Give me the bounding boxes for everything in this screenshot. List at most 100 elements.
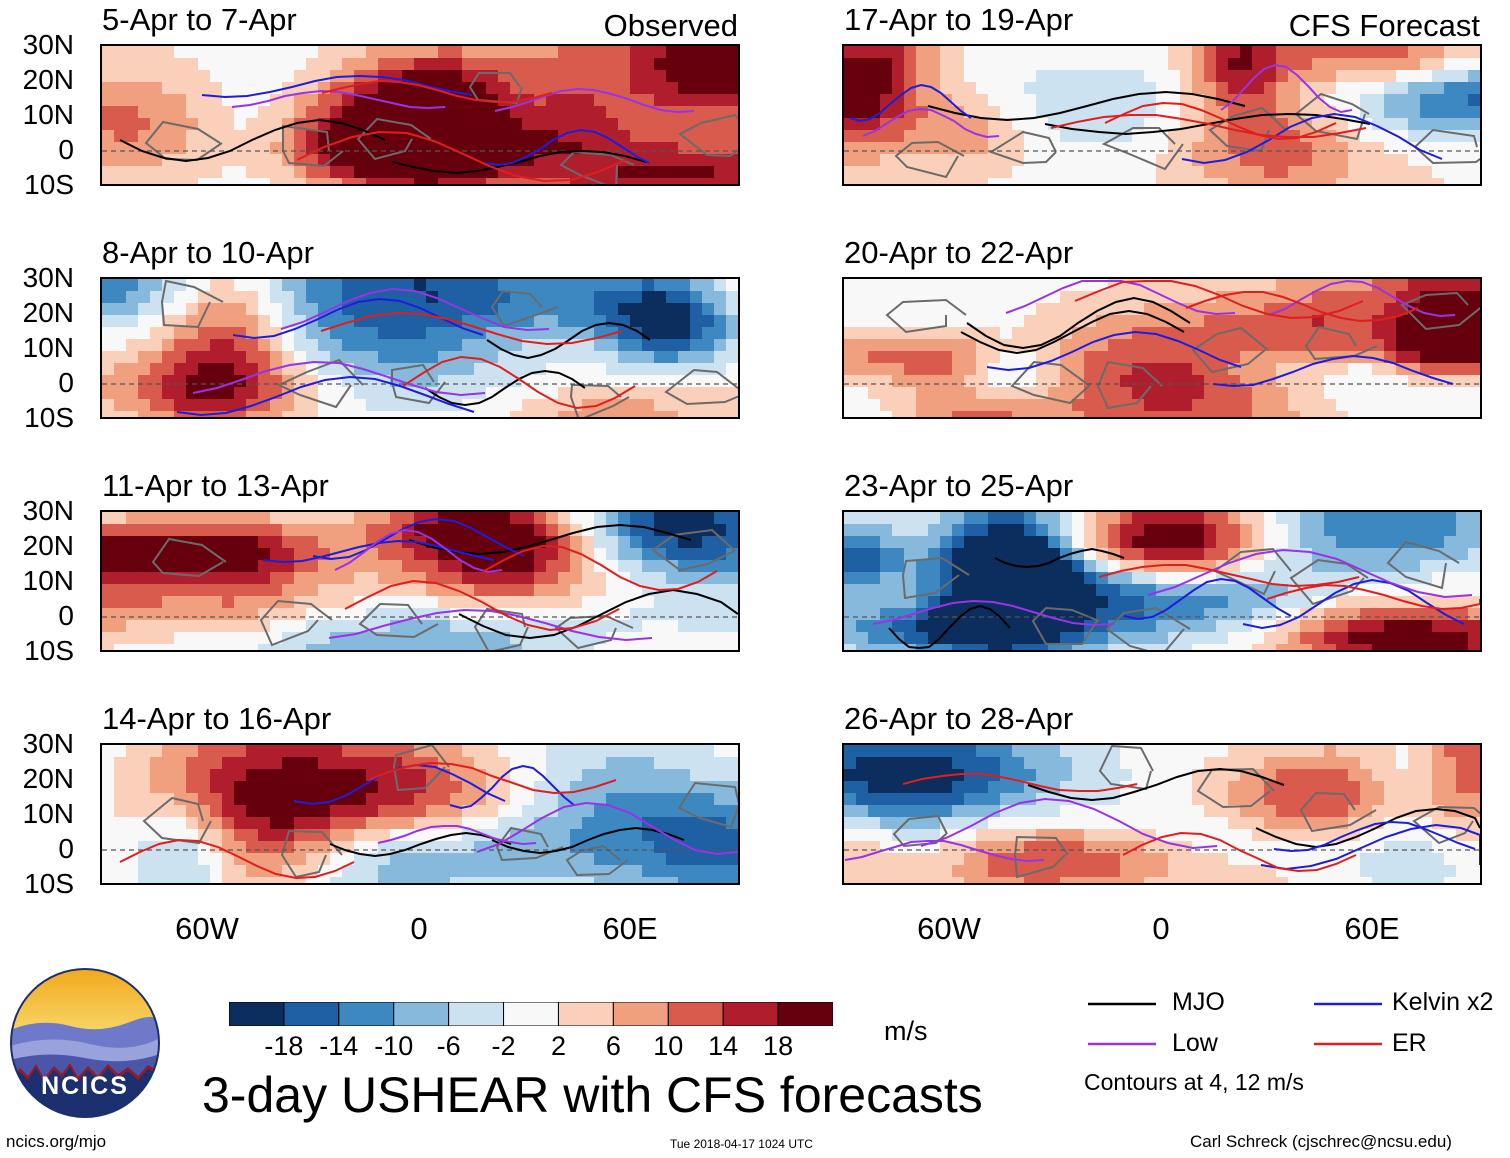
lat-label-row4-3: 0 [58, 833, 74, 864]
contour-kelvin-x2-0 [176, 375, 475, 417]
coastline-3 [468, 72, 523, 105]
coastline-3 [1191, 326, 1269, 374]
contour-er-1 [344, 579, 620, 632]
contour-kelvin-x2-0 [849, 83, 972, 123]
contour-er-1 [1074, 280, 1364, 320]
contour-low-0 [1220, 63, 1353, 114]
contour-low-0 [280, 287, 550, 332]
contour-kelvin-x2-1 [1181, 112, 1443, 165]
coastline-1 [1031, 606, 1100, 645]
coastline-2 [1096, 360, 1163, 410]
colorbar-swatch-5 [503, 1001, 559, 1027]
legend-label-low: Low [1172, 1029, 1218, 1057]
coastline-3 [495, 826, 564, 862]
lat-label-row1-2: 10N [22, 99, 74, 130]
lat-label-row2-0: 30N [22, 262, 74, 293]
contour-kelvin-x2-1 [1273, 820, 1476, 853]
lon-label-60w-right: 60W [917, 911, 981, 946]
contour-kelvin-x2-1 [1242, 578, 1465, 630]
lat-label-row4-4: 10S [24, 868, 74, 899]
map-svg-8 [844, 745, 1480, 883]
contour-kelvin-x2-1 [1212, 354, 1454, 388]
coastline-4 [569, 383, 630, 417]
coastline-3 [473, 607, 529, 650]
contour-er-0 [483, 544, 718, 592]
legend-label-kelvin: Kelvin x2 [1392, 988, 1494, 1016]
colorbar-label-9: 18 [763, 1031, 794, 1061]
map-panel-7 [842, 510, 1482, 652]
contour-mjo-0 [119, 118, 386, 163]
footer-website[interactable]: ncics.org/mjo [6, 1132, 107, 1151]
lat-label-row2-4: 10S [24, 402, 74, 433]
contour-er-1 [1050, 114, 1367, 138]
coastline-2 [1105, 606, 1191, 650]
lat-label-row4-2: 10N [22, 798, 74, 829]
contour-mjo-0 [888, 604, 1011, 650]
contour-er-0 [321, 79, 553, 103]
colorbar-label-0: -18 [264, 1031, 304, 1061]
coastline-0 [151, 537, 227, 578]
contour-mjo-0 [486, 321, 651, 360]
contour-mjo-1 [994, 547, 1125, 569]
coastline-4 [559, 150, 635, 184]
contour-low-1 [334, 528, 503, 574]
coastline-1 [1013, 835, 1069, 879]
coastline-5 [1386, 540, 1460, 590]
contour-er-0 [402, 355, 636, 410]
coastline-0 [894, 140, 965, 179]
colorbar-swatch-7 [612, 1001, 669, 1027]
lat-label-row3-2: 10N [22, 565, 74, 596]
map-svg-6 [844, 279, 1480, 417]
contour-er-1 [320, 311, 623, 346]
lon-label-60w-left: 60W [175, 911, 239, 946]
contour-mjo-1 [927, 90, 1246, 122]
coastline-5 [677, 781, 738, 829]
lon-label-60e-left: 60E [602, 911, 658, 946]
contour-mjo-0 [329, 831, 512, 858]
lat-label-row4-0: 30N [22, 728, 74, 759]
panel-title-3: 11-Apr to 13-Apr [102, 468, 329, 503]
map-panel-6 [842, 277, 1482, 419]
logo-text: NCICS [41, 1072, 129, 1100]
coastline-2 [1101, 127, 1184, 171]
lat-label-row1-3: 0 [58, 134, 74, 165]
colorbar-swatch-0 [228, 1001, 285, 1027]
contour-low-1 [192, 360, 486, 397]
contour-low-1 [1147, 548, 1473, 599]
contour-kelvin-x2-1 [262, 539, 495, 564]
contour-low-1 [476, 801, 738, 856]
contour-er-1 [1098, 564, 1360, 588]
colorbar-label-2: -10 [374, 1031, 414, 1061]
map-svg-5 [844, 46, 1480, 184]
lat-label-row3-3: 0 [58, 600, 74, 631]
lat-label-row3-0: 30N [22, 495, 74, 526]
panel-title-8: 26-Apr to 28-Apr [844, 701, 1074, 736]
contour-kelvin-x2-0 [1260, 823, 1480, 871]
panel-title-6: 20-Apr to 22-Apr [844, 235, 1074, 270]
colorbar-label-6: 6 [605, 1031, 621, 1061]
colorbar-swatch-8 [667, 1001, 724, 1027]
map-panel-5 [842, 44, 1482, 186]
colorbar-swatch-4 [448, 1001, 505, 1027]
contour-low-0 [1268, 279, 1456, 318]
colorbar-label-4: -2 [491, 1031, 516, 1061]
observed-label: Observed [603, 8, 738, 43]
map-panel-4 [100, 743, 740, 885]
map-svg-2 [102, 279, 738, 417]
colorbar-swatch-3 [393, 1001, 450, 1027]
colorbar-swatch-9 [722, 1001, 779, 1027]
colorbar [228, 1001, 834, 1027]
coastline-2 [358, 602, 439, 639]
map-panel-8 [842, 743, 1482, 885]
coastline-1 [259, 599, 333, 647]
contour-legend: MJO Kelvin x2 Low ER Contours at 4, 12 m… [1084, 989, 1508, 1112]
contour-kelvin-x2-0 [484, 128, 650, 167]
lat-label-row2-3: 0 [58, 367, 74, 398]
coastline-4 [565, 844, 629, 877]
colorbar-swatch-1 [283, 1001, 340, 1027]
lat-label-row3-4: 10S [24, 635, 74, 666]
contour-low-0 [872, 599, 1115, 627]
panel-title-2: 8-Apr to 10-Apr [102, 235, 314, 270]
panel-title-7: 23-Apr to 25-Apr [844, 468, 1074, 503]
forecast-label: CFS Forecast [1288, 8, 1480, 43]
